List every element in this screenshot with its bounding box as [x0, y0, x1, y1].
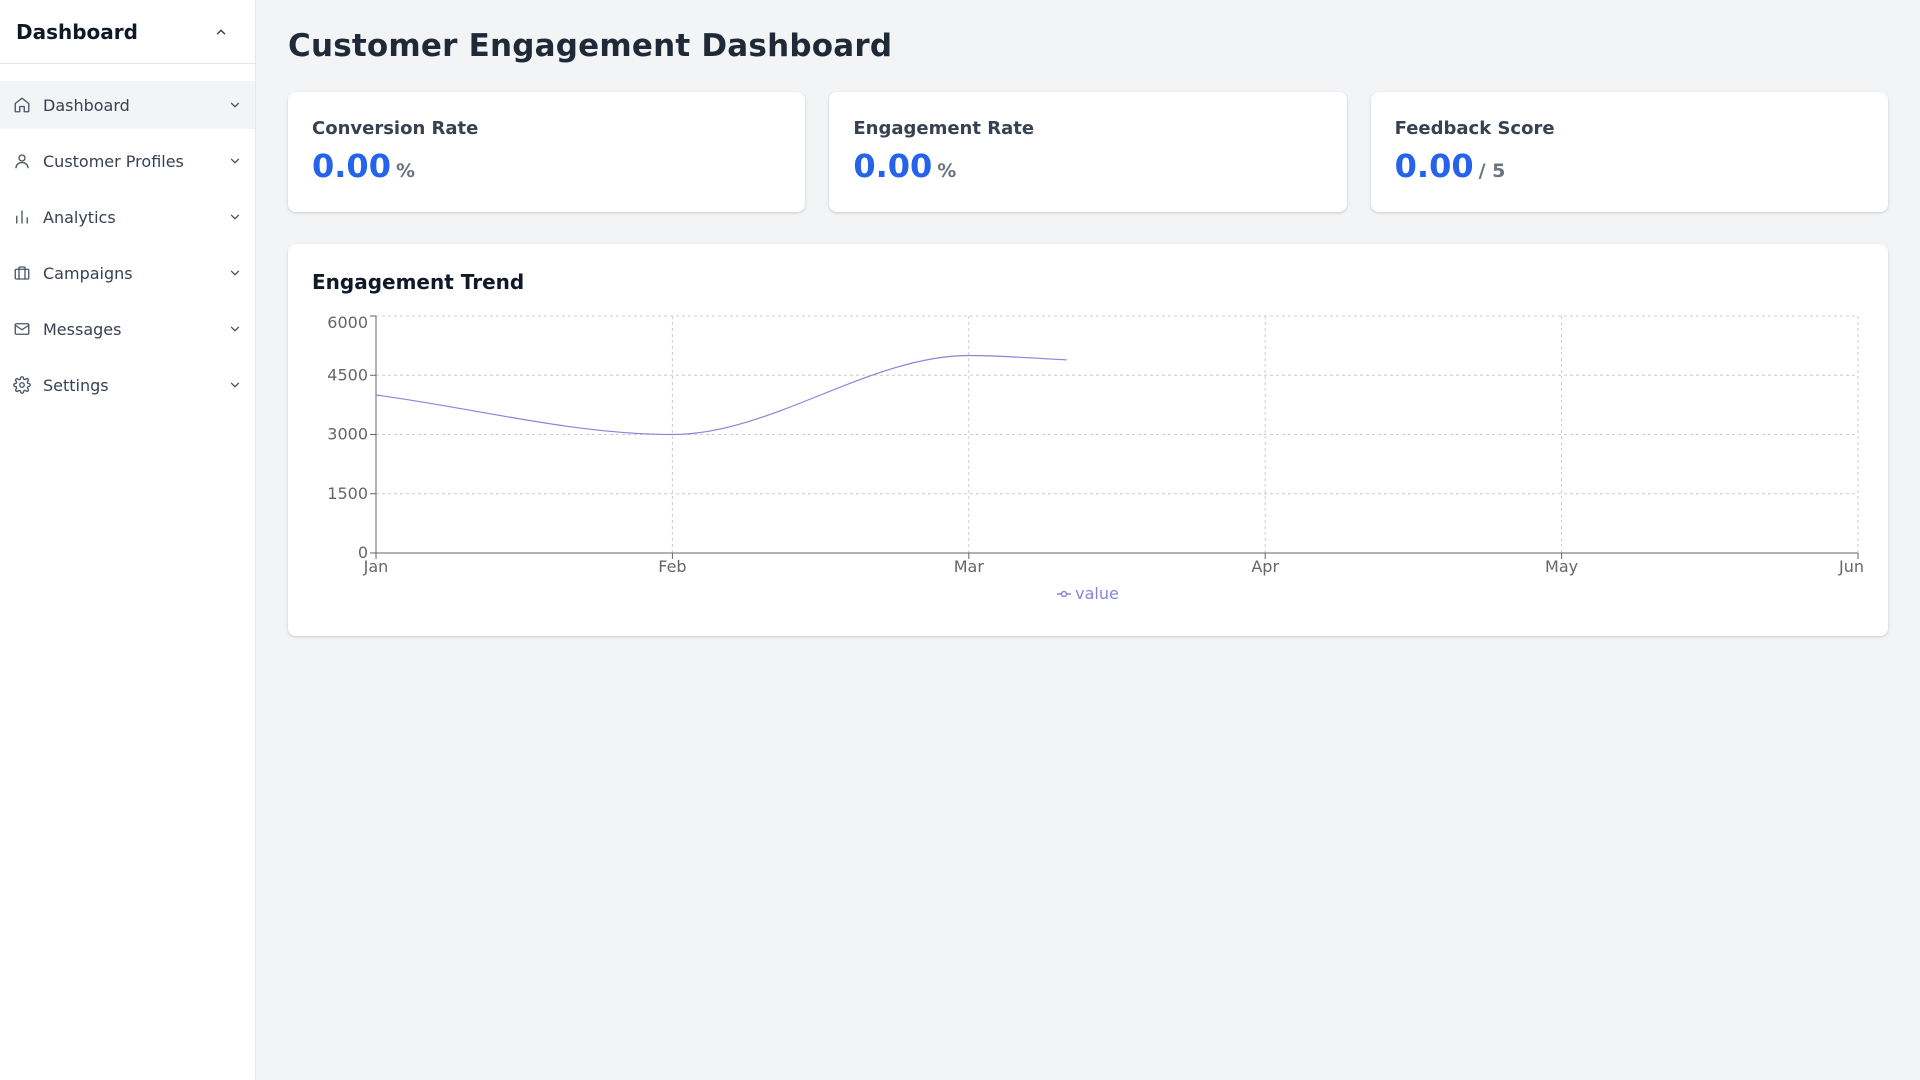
sidebar-item-label: Campaigns: [43, 263, 133, 283]
card-unit: / 5: [1478, 160, 1506, 182]
card-value-row: 0.00 / 5: [1395, 147, 1864, 185]
chevron-down-icon[interactable]: [227, 209, 243, 225]
card-label: Conversion Rate: [312, 118, 479, 139]
x-tick-label: Mar: [954, 557, 985, 576]
card-value: 0.00: [312, 147, 391, 185]
card-value-row: 0.00 %: [853, 147, 1322, 185]
engagement-rate-card: Engagement Rate 0.00 %: [829, 92, 1347, 212]
page-title: Customer Engagement Dashboard: [288, 28, 893, 64]
sidebar-nav: Dashboard Customer Profiles Analytics: [0, 81, 255, 409]
chevron-down-icon[interactable]: [227, 321, 243, 337]
main-content: Customer Engagement Dashboard Conversion…: [256, 0, 1920, 1080]
chevron-down-icon[interactable]: [227, 377, 243, 393]
series-line-value: [375, 354, 1067, 436]
chevron-down-icon[interactable]: [227, 97, 243, 113]
chart-title: Engagement Trend: [312, 270, 525, 294]
sidebar-item-label: Settings: [43, 375, 109, 395]
y-tick-label: 0: [358, 543, 368, 562]
y-tick-label: 3000: [327, 425, 368, 444]
legend-line-icon: [1057, 589, 1072, 599]
y-tick-label: 4500: [327, 365, 368, 384]
sidebar-item-label: Messages: [43, 319, 122, 339]
chevron-down-icon[interactable]: [227, 153, 243, 169]
card-value: 0.00: [853, 147, 933, 185]
x-tick-label: Apr: [1251, 557, 1279, 576]
metric-cards: Conversion Rate 0.00 % Engagement Rate 0…: [288, 92, 1888, 212]
card-unit: %: [937, 160, 957, 182]
conversion-rate-card: Conversion Rate 0.00 %: [288, 92, 806, 212]
sidebar-item-customer-profiles[interactable]: Customer Profiles: [0, 137, 255, 185]
y-tick-label: 6000: [327, 313, 368, 332]
sidebar-item-campaigns[interactable]: Campaigns: [0, 249, 255, 297]
feedback-score-card: Feedback Score 0.00 / 5: [1370, 92, 1888, 212]
x-tick-label: May: [1545, 557, 1578, 576]
chevron-down-icon[interactable]: [227, 265, 243, 281]
sidebar-item-label: Analytics: [43, 207, 116, 227]
sidebar-item-analytics[interactable]: Analytics: [0, 193, 255, 241]
engagement-trend-card: Engagement Trend 0 1500 3000 4500 6000 Jan Feb…: [288, 244, 1888, 636]
user-icon: [12, 151, 32, 171]
legend-label: value: [1075, 584, 1119, 603]
sidebar-item-settings[interactable]: Settings: [0, 361, 255, 409]
x-tick-label: Jan: [363, 557, 389, 576]
engagement-trend-chart: 0 1500 3000 4500 6000 Jan Feb Mar Apr May Jun: [327, 313, 1864, 576]
sidebar-item-label: Dashboard: [43, 95, 130, 115]
card-value: 0.00: [1394, 147, 1474, 185]
card-unit: %: [395, 160, 415, 182]
gear-icon: [12, 375, 32, 395]
chart-legend[interactable]: value: [288, 584, 1888, 603]
bar-chart-icon: [12, 207, 32, 227]
x-tick-label: Feb: [658, 557, 686, 576]
card-value-row: 0.00 %: [312, 147, 781, 185]
sidebar-header: Dashboard: [0, 0, 255, 64]
card-label: Engagement Rate: [853, 118, 1035, 139]
briefcase-icon: [12, 263, 32, 283]
card-label: Feedback Score: [1394, 118, 1555, 139]
sidebar: Dashboard Dashboard Customer Profiles: [0, 0, 256, 1080]
sidebar-item-messages[interactable]: Messages: [0, 305, 255, 353]
x-tick-label: Jun: [1838, 557, 1864, 576]
sidebar-item-dashboard[interactable]: Dashboard: [0, 81, 255, 129]
mail-icon: [12, 319, 32, 339]
y-tick-label: 1500: [327, 484, 368, 503]
sidebar-title: Dashboard: [16, 19, 138, 44]
home-icon: [12, 95, 32, 115]
sidebar-item-label: Customer Profiles: [43, 151, 184, 171]
chevron-up-icon[interactable]: [211, 22, 231, 42]
